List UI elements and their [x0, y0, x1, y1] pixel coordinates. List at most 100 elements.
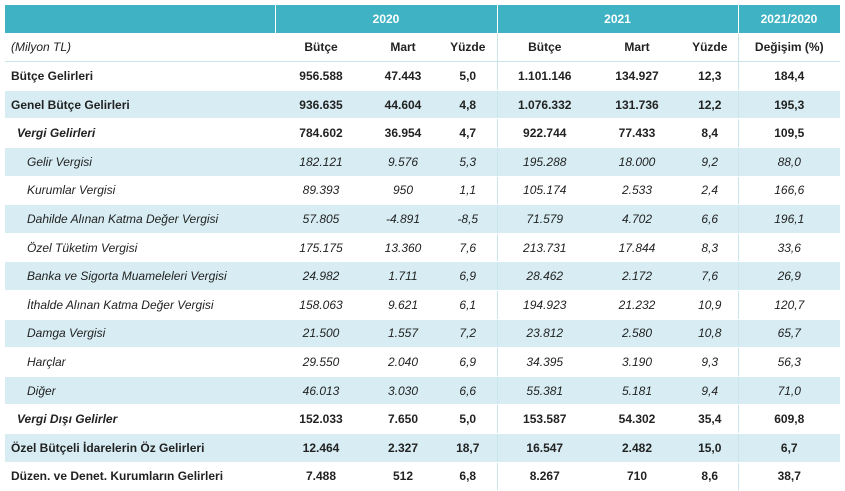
cell-pct-2021: 8,3 — [682, 233, 739, 263]
table-row: Vergi Gelirleri 784.602 36.954 4,7 922.7… — [5, 118, 840, 148]
cell-march-2021: 3.190 — [592, 347, 682, 377]
cell-budget-2020: 29.550 — [275, 347, 367, 377]
cell-pct-2020: 6,8 — [439, 462, 498, 491]
cell-march-2021: 5.181 — [592, 376, 682, 406]
table-row: Özel Bütçeli İdarelerin Öz Gelirleri 12.… — [5, 433, 840, 463]
cell-pct-2020: 7,6 — [439, 233, 498, 263]
change-period-header: 2021/2020 — [738, 5, 841, 34]
cell-march-2020: 44.604 — [367, 90, 439, 120]
cell-budget-2020: 89.393 — [275, 176, 367, 206]
cell-march-2020: 13.360 — [367, 233, 439, 263]
cell-pct-2021: 35,4 — [682, 404, 739, 434]
cell-march-2021: 131.736 — [592, 90, 682, 120]
cell-budget-2021: 55.381 — [497, 376, 592, 406]
row-label: İthalde Alınan Katma Değer Vergisi — [5, 290, 275, 320]
table-row: Kurumlar Vergisi 89.393 950 1,1 105.174 … — [5, 176, 840, 206]
cell-march-2021: 18.000 — [592, 147, 682, 177]
budget-revenue-table: 2020 2021 2021/2020 (Milyon TL) Bütçe Ma… — [5, 5, 841, 491]
row-label: Özel Tüketim Vergisi — [5, 233, 275, 263]
cell-budget-2021: 28.462 — [497, 261, 592, 291]
table-row: Vergi Dışı Gelirler 152.033 7.650 5,0 15… — [5, 404, 840, 434]
cell-change: 33,6 — [738, 233, 840, 263]
cell-march-2021: 2.533 — [592, 176, 682, 206]
cell-march-2021: 134.927 — [592, 61, 682, 91]
cell-pct-2020: -8,5 — [439, 204, 498, 234]
cell-change: 71,0 — [738, 376, 840, 406]
cell-budget-2021: 8.267 — [497, 462, 592, 491]
cell-march-2020: 950 — [367, 176, 439, 206]
cell-pct-2021: 9,4 — [682, 376, 739, 406]
row-label: Özel Bütçeli İdarelerin Öz Gelirleri — [5, 433, 275, 463]
col-pct-2020: Yüzde — [439, 33, 498, 63]
cell-march-2021: 54.302 — [592, 404, 682, 434]
cell-march-2020: 2.040 — [367, 347, 439, 377]
year-header-row: 2020 2021 2021/2020 — [5, 5, 841, 34]
cell-budget-2020: 956.588 — [275, 61, 367, 91]
col-march-2021: Mart — [592, 33, 682, 63]
cell-pct-2020: 6,9 — [439, 261, 498, 291]
cell-march-2020: 512 — [367, 462, 439, 491]
cell-pct-2021: 12,2 — [682, 90, 739, 120]
cell-budget-2021: 213.731 — [497, 233, 592, 263]
table-row: Gelir Vergisi 182.121 9.576 5,3 195.288 … — [5, 147, 840, 177]
cell-budget-2020: 158.063 — [275, 290, 367, 320]
cell-change: 196,1 — [738, 204, 840, 234]
cell-march-2020: 1.711 — [367, 261, 439, 291]
cell-march-2020: 3.030 — [367, 376, 439, 406]
col-budget-2020: Bütçe — [275, 33, 367, 63]
col-budget-2021: Bütçe — [497, 33, 592, 63]
cell-march-2021: 77.433 — [592, 118, 682, 148]
cell-budget-2021: 195.288 — [497, 147, 592, 177]
table-row: Dahilde Alınan Katma Değer Vergisi 57.80… — [5, 204, 840, 234]
cell-budget-2021: 1.076.332 — [497, 90, 592, 120]
cell-budget-2020: 12.464 — [275, 433, 367, 463]
cell-budget-2020: 152.033 — [275, 404, 367, 434]
cell-march-2021: 2.482 — [592, 433, 682, 463]
cell-budget-2020: 21.500 — [275, 319, 367, 349]
col-change: Değişim (%) — [738, 33, 840, 63]
row-label: Vergi Dışı Gelirler — [5, 404, 275, 434]
cell-march-2020: 2.327 — [367, 433, 439, 463]
cell-march-2020: 7.650 — [367, 404, 439, 434]
table-row: Banka ve Sigorta Muameleleri Vergisi 24.… — [5, 261, 840, 291]
cell-march-2020: 9.621 — [367, 290, 439, 320]
col-pct-2021: Yüzde — [682, 33, 739, 63]
cell-budget-2020: 784.602 — [275, 118, 367, 148]
cell-march-2020: 9.576 — [367, 147, 439, 177]
cell-budget-2021: 71.579 — [497, 204, 592, 234]
cell-budget-2020: 57.805 — [275, 204, 367, 234]
cell-change: 65,7 — [738, 319, 840, 349]
cell-change: 184,4 — [738, 61, 840, 91]
cell-budget-2021: 34.395 — [497, 347, 592, 377]
cell-change: 109,5 — [738, 118, 840, 148]
row-label: Genel Bütçe Gelirleri — [5, 90, 275, 120]
row-label: Gelir Vergisi — [5, 147, 275, 177]
unit-label: (Milyon TL) — [5, 33, 275, 63]
row-label: Kurumlar Vergisi — [5, 176, 275, 206]
cell-march-2021: 710 — [592, 462, 682, 491]
table-row: Bütçe Gelirleri 956.588 47.443 5,0 1.101… — [5, 61, 840, 91]
cell-pct-2021: 6,6 — [682, 204, 739, 234]
year-2020-header: 2020 — [275, 5, 498, 34]
cell-pct-2021: 9,2 — [682, 147, 739, 177]
cell-pct-2020: 5,3 — [439, 147, 498, 177]
cell-budget-2020: 46.013 — [275, 376, 367, 406]
cell-march-2020: 36.954 — [367, 118, 439, 148]
cell-budget-2020: 175.175 — [275, 233, 367, 263]
cell-pct-2020: 7,2 — [439, 319, 498, 349]
cell-change: 38,7 — [738, 462, 840, 491]
cell-budget-2021: 922.744 — [497, 118, 592, 148]
row-label: Damga Vergisi — [5, 319, 275, 349]
cell-budget-2021: 16.547 — [497, 433, 592, 463]
table-row: Diğer 46.013 3.030 6,6 55.381 5.181 9,4 … — [5, 376, 840, 406]
cell-change: 195,3 — [738, 90, 840, 120]
cell-change: 26,9 — [738, 261, 840, 291]
cell-pct-2021: 8,6 — [682, 462, 739, 491]
cell-march-2021: 2.172 — [592, 261, 682, 291]
cell-march-2020: 47.443 — [367, 61, 439, 91]
cell-pct-2021: 2,4 — [682, 176, 739, 206]
cell-change: 56,3 — [738, 347, 840, 377]
row-label: Diğer — [5, 376, 275, 406]
table-row: Genel Bütçe Gelirleri 936.635 44.604 4,8… — [5, 90, 840, 120]
table-row: Düzen. ve Denet. Kurumların Gelirleri 7.… — [5, 462, 840, 491]
